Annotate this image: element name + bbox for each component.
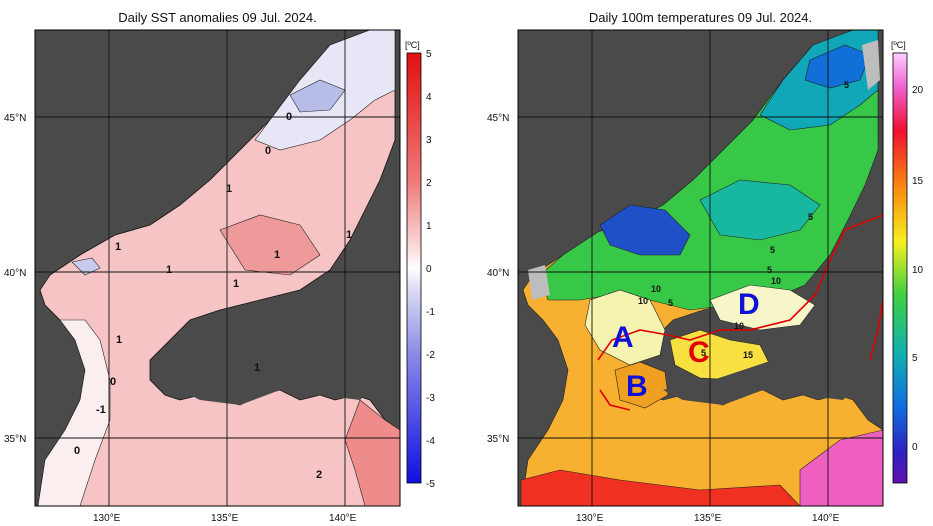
contour-label: 5 — [668, 298, 673, 308]
contour-label: 10 — [734, 321, 744, 331]
contour-label: 1 — [116, 334, 122, 346]
colorbar-tick: 20 — [912, 85, 924, 96]
contour-label: -1 — [96, 404, 106, 416]
lat-label: 45°N — [487, 113, 509, 124]
lat-label: 40°N — [4, 268, 26, 279]
left-island-rishiri — [158, 108, 172, 124]
right-front-lines — [597, 214, 883, 411]
right-contour-labels: 5 5 5 5 10 10 5 10 10 5 15 — [638, 80, 849, 360]
right-panel-title: Daily 100m temperatures 09 Jul. 2024. — [588, 10, 813, 25]
contour-label: 10 — [771, 276, 781, 286]
right-cyan-band — [699, 179, 821, 241]
right-major-grid — [518, 30, 883, 506]
right-pacific-warm — [799, 429, 883, 506]
contour-label: 15 — [743, 350, 753, 360]
right-shelf-west — [528, 265, 550, 300]
left-map-frame — [34, 29, 401, 507]
right-red-south — [520, 469, 801, 506]
lat-label: 35°N — [487, 434, 509, 445]
contour-label: 10 — [651, 284, 661, 294]
contour-label: 10 — [638, 296, 648, 306]
colorbar-tick: 10 — [912, 265, 924, 276]
contour-label: 1 — [115, 241, 121, 253]
colorbar-tick: 1 — [426, 221, 432, 232]
right-warm-zone-a — [584, 289, 666, 366]
colorbar-tick: -5 — [426, 479, 435, 490]
contour-label: 5 — [808, 212, 813, 222]
region-label-c: C — [688, 336, 710, 369]
contour-label: 2 — [316, 469, 322, 481]
right-orange-zone-b — [614, 361, 669, 409]
left-contour-labels: 0 0 1 1 1 1 1 1 1 1 0 -1 0 2 — [74, 111, 352, 481]
contour-label: 5 — [767, 265, 772, 275]
contour-label: 0 — [74, 445, 80, 457]
right-map — [518, 30, 883, 506]
lon-label: 140°E — [812, 513, 840, 524]
colorbar-tick: 4 — [426, 92, 432, 103]
lat-label: 40°N — [487, 268, 509, 279]
right-axis-labels: 45°N 40°N 35°N 130°E 135°E 140°E — [487, 113, 840, 524]
contour-label: 5 — [770, 245, 775, 255]
contour-label: 1 — [254, 362, 260, 374]
contour-label: 1 — [226, 183, 232, 195]
contour-label: 1 — [233, 278, 239, 290]
left-east-coast-warm — [344, 399, 400, 506]
region-label-a: A — [612, 321, 634, 354]
colorbar-tick: -1 — [426, 307, 435, 318]
right-colorbar: [ºC] 20 15 10 5 0 — [891, 40, 924, 484]
colorbar-tick: -3 — [426, 393, 435, 404]
left-cold-patch-west — [71, 257, 101, 276]
lat-label: 35°N — [4, 434, 26, 445]
colorbar-tick: 5 — [912, 353, 918, 364]
right-coldest-north — [804, 44, 871, 89]
region-label-b: B — [626, 370, 648, 403]
colorbar-tick: 0 — [912, 442, 918, 453]
contour-label: 1 — [274, 249, 280, 261]
left-warm-patch — [219, 214, 321, 276]
right-shelf-north — [862, 40, 880, 90]
colorbar-tick: 2 — [426, 178, 432, 189]
left-axis-labels: 45°N 40°N 35°N 130°E 135°E 140°E — [4, 113, 357, 524]
right-warm-zone-d — [709, 284, 816, 331]
region-labels: A B C D — [612, 288, 760, 403]
colorbar-tick: 5 — [426, 49, 432, 60]
lon-label: 130°E — [576, 513, 604, 524]
colorbar-unit: [ºC] — [405, 40, 420, 50]
left-panel-title: Daily SST anomalies 09 Jul. 2024. — [118, 10, 317, 25]
colorbar-tick: 3 — [426, 135, 432, 146]
left-cold-patch — [289, 79, 346, 113]
lon-label: 140°E — [329, 513, 357, 524]
lon-label: 130°E — [93, 513, 121, 524]
left-map — [35, 30, 400, 506]
lon-label: 135°E — [694, 513, 722, 524]
contour-label: 1 — [346, 229, 352, 241]
contour-label: 5 — [701, 348, 706, 358]
contour-label: 1 — [166, 264, 172, 276]
left-colorbar: [ºC] 5 4 3 2 1 0 -1 -2 -3 -4 -5 — [405, 40, 435, 490]
lat-label: 45°N — [4, 113, 26, 124]
contour-label: 0 — [286, 111, 292, 123]
right-map-frame — [517, 29, 884, 507]
colorbar-tick: -4 — [426, 436, 435, 447]
contour-label: 5 — [844, 80, 849, 90]
contour-label: 0 — [265, 145, 271, 157]
right-cold-core-west — [599, 204, 691, 256]
contour-label: 0 — [110, 376, 116, 388]
left-white-coast-band — [37, 319, 111, 506]
lon-label: 135°E — [211, 513, 239, 524]
colorbar-tick: 15 — [912, 176, 924, 187]
region-label-d: D — [738, 288, 760, 321]
left-major-grid — [35, 30, 400, 506]
left-sea-anomaly — [37, 30, 400, 506]
colorbar-tick: 0 — [426, 264, 432, 275]
colorbar-unit: [ºC] — [891, 40, 906, 50]
colorbar-tick: -2 — [426, 350, 435, 361]
